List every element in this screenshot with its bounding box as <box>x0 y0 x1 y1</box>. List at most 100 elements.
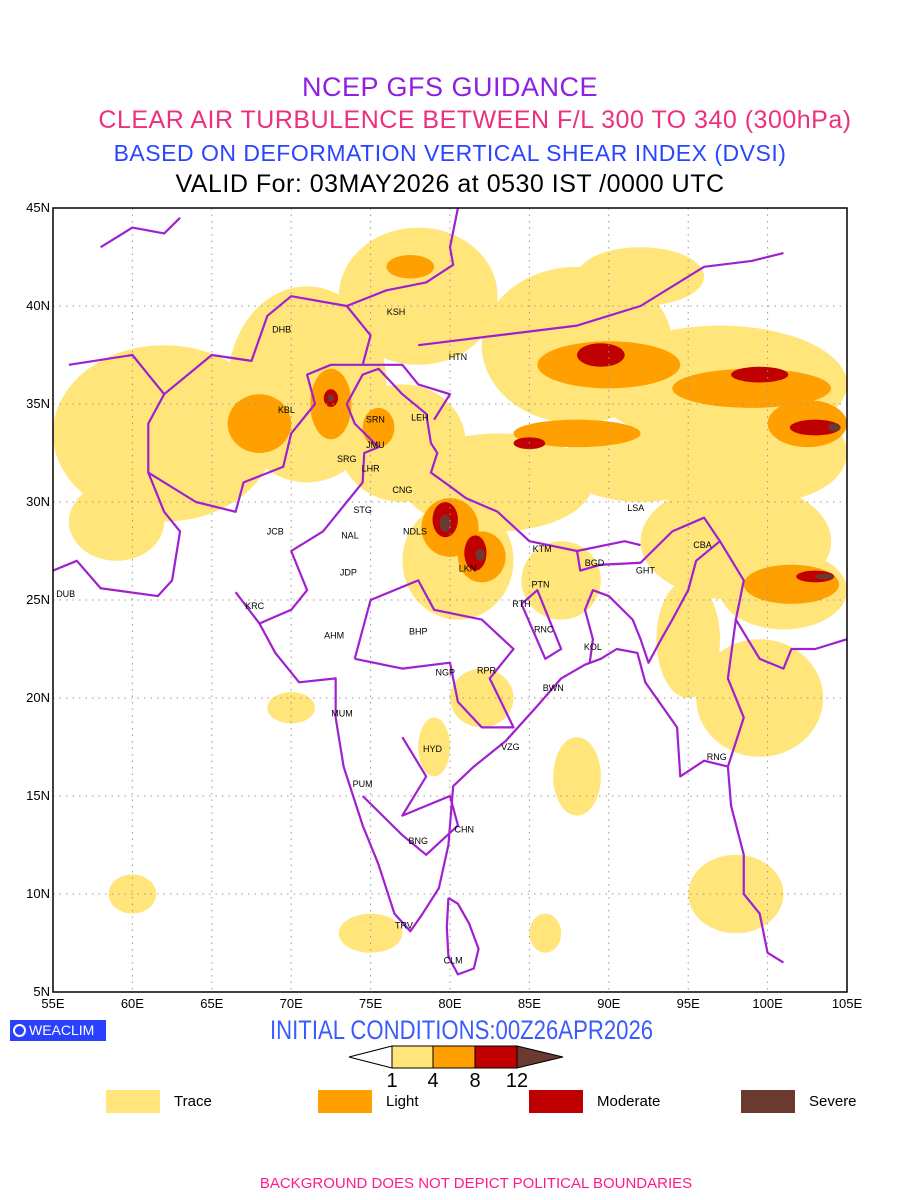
border-line <box>719 540 847 670</box>
colorbar-low-arrow <box>348 1045 393 1069</box>
city-label: KSH <box>387 307 406 317</box>
city-label: KRC <box>245 601 265 611</box>
title-product: CLEAR AIR TURBULENCE BETWEEN F/L 300 TO … <box>98 106 852 134</box>
x-tick-label: 70E <box>279 996 303 1011</box>
city-label: KOL <box>584 642 602 652</box>
turbulence-area-trace <box>656 580 720 698</box>
legend-label: Light <box>386 1093 419 1110</box>
city-label: CLM <box>444 956 463 966</box>
city-label: DHB <box>272 325 291 335</box>
city-label: CHN <box>455 824 475 834</box>
city-label: DUB <box>56 589 75 599</box>
turbulence-area-light <box>386 255 435 279</box>
city-label: CBA <box>693 540 712 550</box>
turbulence-area-moderate <box>577 343 625 367</box>
border-line <box>362 363 452 421</box>
x-tick-label: 55E <box>41 996 65 1011</box>
colorbar-box-light <box>432 1045 476 1069</box>
city-label: LEH <box>411 413 429 423</box>
city-label: KBL <box>278 405 295 415</box>
legend-item-severe: Severe <box>741 1090 857 1113</box>
colorbar <box>348 1045 564 1069</box>
turbulence-area-severe <box>439 514 451 533</box>
city-label: JMU <box>366 440 385 450</box>
initial-conditions: INITIAL CONDITIONS:00Z26APR2026 <box>270 1015 654 1045</box>
city-label: LSA <box>627 503 644 513</box>
city-label: GHT <box>636 566 656 576</box>
title-source: NCEP GFS GUIDANCE <box>301 72 599 102</box>
legend-item-moderate: Moderate <box>529 1090 660 1113</box>
coastline-borders <box>53 208 847 976</box>
border-line <box>234 591 785 964</box>
title-method: BASED ON DEFORMATION VERTICAL SHEAR INDE… <box>113 140 787 166</box>
legend-item-light: Light <box>318 1090 419 1113</box>
city-label: VZG <box>501 742 520 752</box>
turbulence-area-trace <box>53 345 276 522</box>
city-label: RTH <box>512 599 530 609</box>
turbulence-area-severe <box>827 423 841 432</box>
y-tick-label: 25N <box>26 592 50 607</box>
city-labels: KSH DHB HTN KBL SRN LEH JMU SRG LHR CNG STG JCB NAL N… <box>56 307 727 966</box>
y-tick-label: 20N <box>26 690 50 705</box>
border-line <box>361 736 460 856</box>
border-line <box>726 619 745 767</box>
turbulence-area-light <box>672 368 832 408</box>
colorbar-high-arrow-severe <box>516 1045 564 1069</box>
weaclim-logo-icon <box>13 1024 26 1037</box>
city-label: RPR <box>477 666 497 676</box>
turbulence-area-trace <box>338 913 403 953</box>
footer-disclaimer: BACKGROUND DOES NOT DEPICT POLITICAL BOU… <box>259 1175 693 1192</box>
y-tick-label: 40N <box>26 298 50 313</box>
city-label: HYD <box>423 744 443 754</box>
city-label: BNG <box>408 836 428 846</box>
turbulence-areas <box>53 227 847 953</box>
turbulence-area-severe <box>815 573 835 580</box>
city-label: PUM <box>353 779 373 789</box>
city-label: JDP <box>340 568 357 578</box>
colorbar-label: 4 <box>427 1070 439 1092</box>
border-line <box>418 252 784 347</box>
turbulence-area-moderate <box>789 419 841 436</box>
colorbar-box-trace <box>391 1045 434 1069</box>
x-tick-label: 90E <box>597 996 621 1011</box>
turbulence-area-moderate <box>464 535 487 571</box>
legend-item-trace: Trace <box>106 1090 212 1113</box>
turbulence-area-moderate <box>731 366 789 383</box>
legend-label: Severe <box>809 1093 857 1110</box>
border-line <box>520 589 563 660</box>
city-label: TRV <box>395 920 413 930</box>
legend-label: Trace <box>174 1093 212 1110</box>
city-label: LHR <box>362 464 381 474</box>
turbulence-area-moderate <box>796 570 835 583</box>
y-tick-label: 10N <box>26 886 50 901</box>
city-label: NAL <box>341 530 359 540</box>
legend-swatch <box>106 1090 160 1113</box>
city-label: NGP <box>435 668 455 678</box>
border-line <box>100 217 181 249</box>
turbulence-area-light <box>513 419 641 448</box>
turbulence-area-trace <box>553 737 601 816</box>
turbulence-area-light <box>362 407 395 448</box>
city-label: STG <box>353 505 372 515</box>
city-label: SRG <box>337 454 357 464</box>
weaclim-logo: WEACLIM <box>10 1020 106 1041</box>
x-tick-label: 100E <box>752 996 783 1011</box>
legend-swatch <box>741 1090 795 1113</box>
x-tick-label: 65E <box>200 996 224 1011</box>
border-line <box>346 208 460 308</box>
y-tick-label: 35N <box>26 396 50 411</box>
city-label: CNG <box>392 485 412 495</box>
border-line <box>53 353 182 598</box>
city-label: NDLS <box>403 526 427 536</box>
city-label: RNG <box>707 752 727 762</box>
border-line <box>353 579 515 729</box>
city-label: KTM <box>533 544 552 554</box>
y-tick-label: 45N <box>26 200 50 215</box>
legend-swatch <box>529 1090 583 1113</box>
city-label: JCB <box>267 526 284 536</box>
y-tick-label: 5N <box>33 984 50 999</box>
turbulence-area-light <box>743 564 840 604</box>
city-label: MUM <box>331 709 353 719</box>
border-line <box>445 896 480 976</box>
